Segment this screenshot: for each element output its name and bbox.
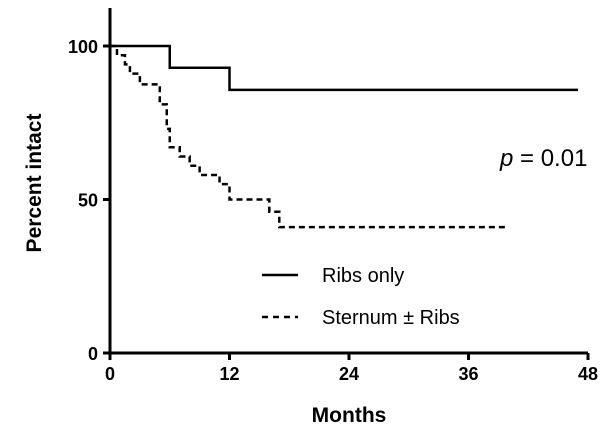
y-tick-label: 0 bbox=[88, 344, 98, 364]
series-line-0 bbox=[110, 44, 579, 92]
p-value-text: = 0.01 bbox=[513, 145, 587, 172]
legend: Ribs only Sternum ± Ribs bbox=[262, 265, 460, 329]
x-tick-label: 12 bbox=[219, 364, 239, 384]
y-tick-label: 100 bbox=[68, 37, 98, 57]
series-line-1 bbox=[110, 44, 509, 229]
x-tick-label: 24 bbox=[339, 364, 359, 384]
x-tick-label: 0 bbox=[105, 364, 115, 384]
axis-ticks: 0 12 24 36 48 0 50 100 bbox=[68, 37, 598, 384]
series-layer bbox=[110, 44, 579, 229]
y-axis-title: Percent intact bbox=[23, 114, 46, 253]
legend-label-sternum-ribs: Sternum ± Ribs bbox=[322, 307, 460, 329]
x-tick-label: 36 bbox=[458, 364, 478, 384]
x-axis-title: Months bbox=[312, 404, 387, 427]
p-value-symbol: p bbox=[499, 145, 513, 172]
y-tick-label: 50 bbox=[78, 191, 98, 211]
p-value-annotation: p = 0.01 bbox=[499, 145, 587, 172]
x-tick-label: 48 bbox=[578, 364, 598, 384]
legend-label-ribs-only: Ribs only bbox=[322, 265, 404, 287]
